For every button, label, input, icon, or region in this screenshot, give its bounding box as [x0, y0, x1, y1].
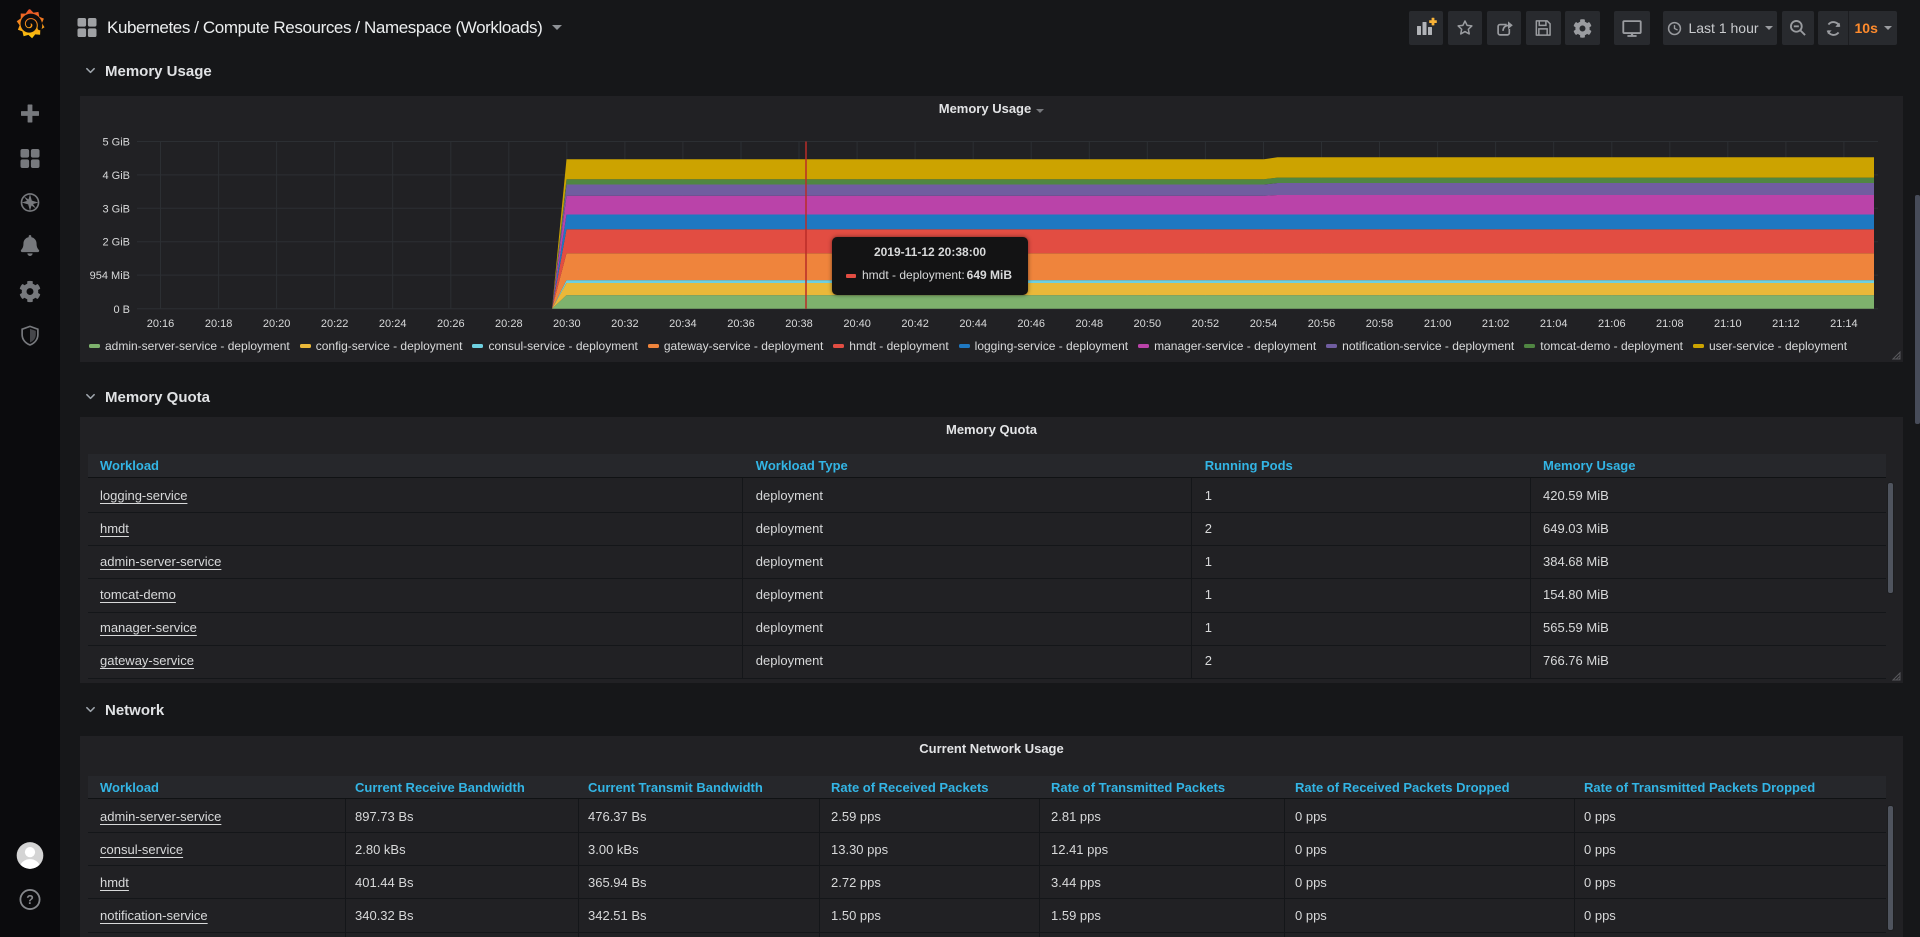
svg-text:21:00: 21:00	[1424, 318, 1452, 330]
svg-text:20:18: 20:18	[205, 318, 233, 330]
svg-text:5 GiB: 5 GiB	[102, 137, 130, 149]
svg-text:21:04: 21:04	[1540, 318, 1568, 330]
svg-text:20:20: 20:20	[263, 318, 291, 330]
svg-text:20:40: 20:40	[843, 318, 871, 330]
svg-text:20:38: 20:38	[785, 318, 813, 330]
svg-text:20:48: 20:48	[1076, 318, 1104, 330]
svg-text:20:34: 20:34	[669, 318, 697, 330]
svg-text:20:26: 20:26	[437, 318, 465, 330]
svg-text:20:56: 20:56	[1308, 318, 1336, 330]
svg-text:20:30: 20:30	[553, 318, 581, 330]
svg-text:20:44: 20:44	[959, 318, 987, 330]
svg-text:20:28: 20:28	[495, 318, 523, 330]
svg-text:4 GiB: 4 GiB	[102, 170, 130, 182]
svg-text:20:32: 20:32	[611, 318, 639, 330]
svg-text:2 GiB: 2 GiB	[102, 237, 130, 249]
svg-text:20:22: 20:22	[321, 318, 349, 330]
svg-text:20:50: 20:50	[1134, 318, 1162, 330]
svg-text:20:16: 20:16	[147, 318, 175, 330]
svg-text:20:36: 20:36	[727, 318, 755, 330]
svg-text:20:42: 20:42	[901, 318, 929, 330]
svg-text:21:02: 21:02	[1482, 318, 1510, 330]
svg-text:21:14: 21:14	[1830, 318, 1858, 330]
svg-text:21:10: 21:10	[1714, 318, 1742, 330]
svg-text:20:46: 20:46	[1017, 318, 1045, 330]
svg-text:20:58: 20:58	[1366, 318, 1394, 330]
svg-text:21:06: 21:06	[1598, 318, 1626, 330]
svg-text:?: ?	[26, 893, 34, 907]
svg-text:20:52: 20:52	[1192, 318, 1220, 330]
svg-text:20:54: 20:54	[1250, 318, 1278, 330]
svg-text:20:24: 20:24	[379, 318, 407, 330]
svg-text:3 GiB: 3 GiB	[102, 203, 130, 215]
svg-text:21:12: 21:12	[1772, 318, 1800, 330]
svg-text:954 MiB: 954 MiB	[90, 270, 130, 282]
svg-text:0 B: 0 B	[113, 304, 130, 316]
svg-text:21:08: 21:08	[1656, 318, 1684, 330]
